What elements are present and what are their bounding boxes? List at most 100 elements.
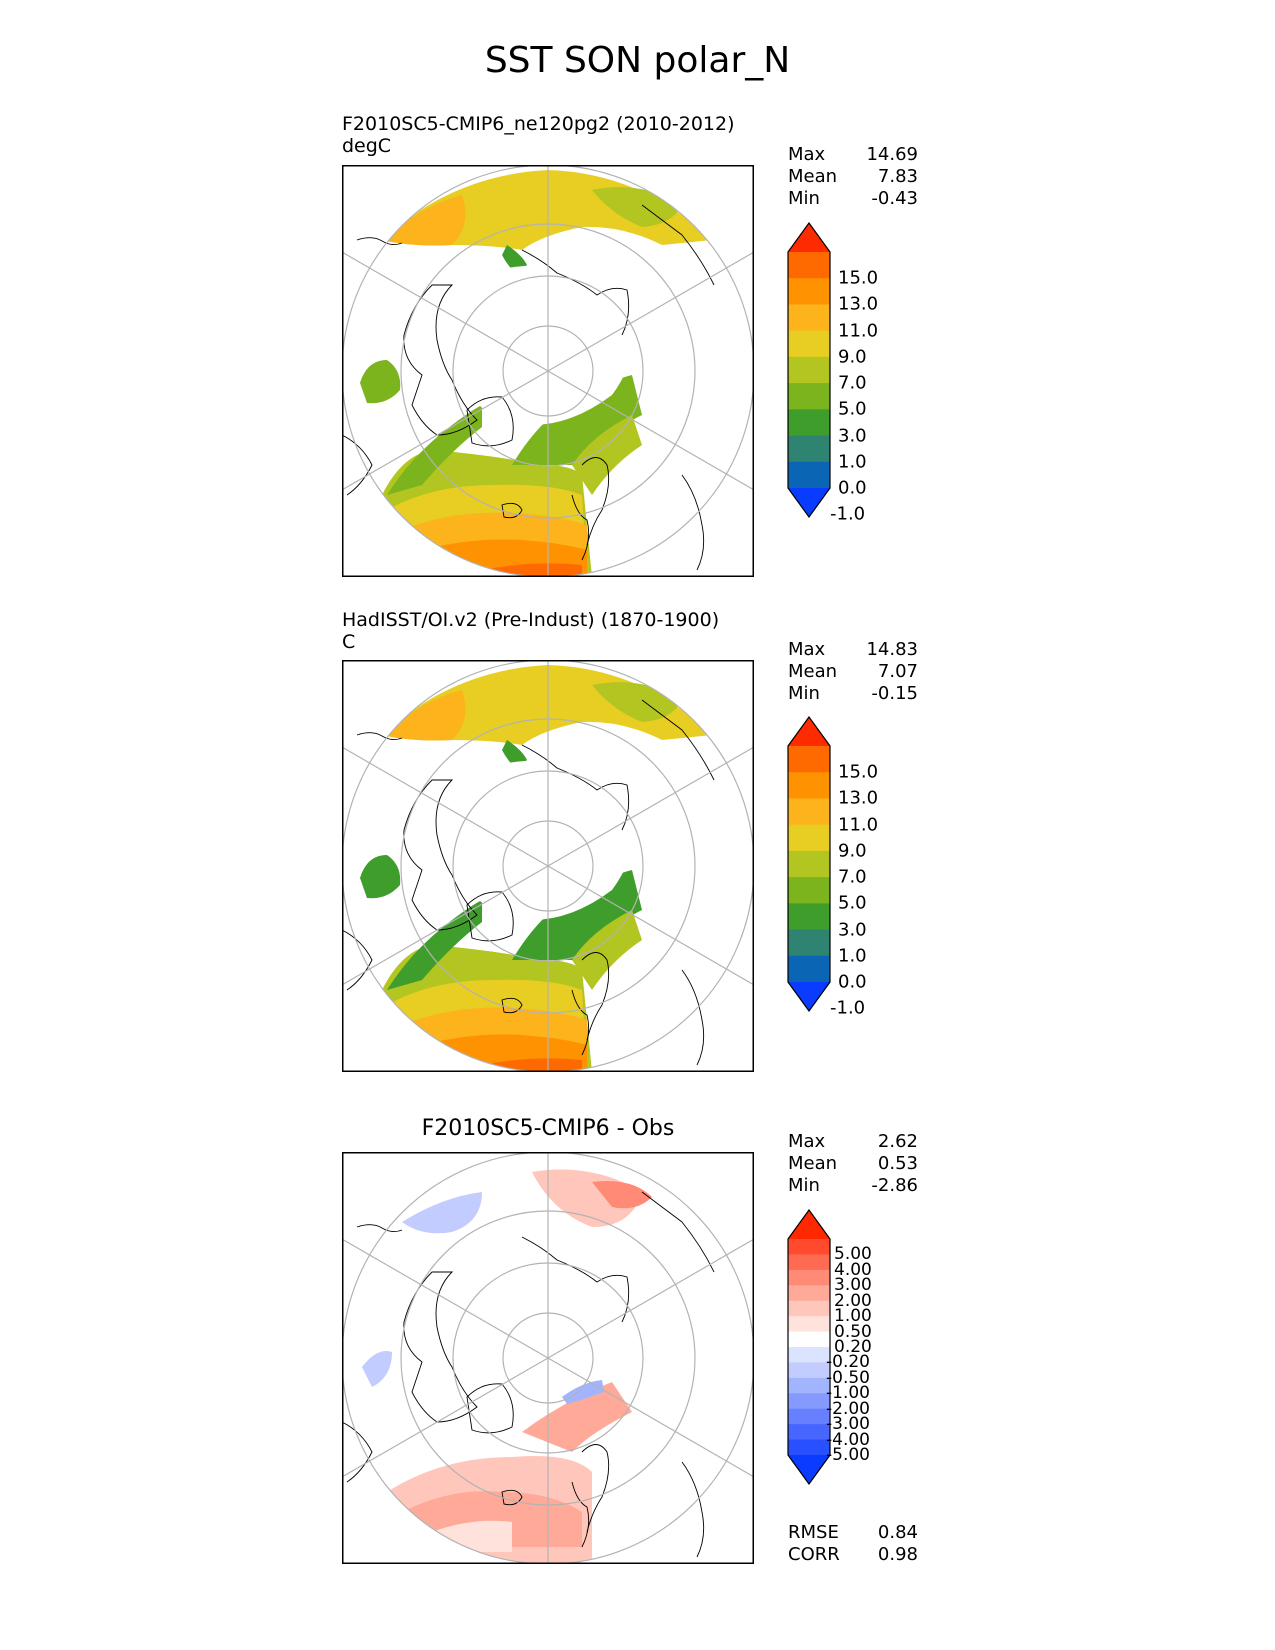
colorbar-segment [788, 1393, 830, 1410]
colorbar-segment [788, 1254, 830, 1271]
colorbar-top-extend [788, 717, 830, 746]
map-frame [342, 165, 754, 577]
colorbar-segment [788, 1269, 830, 1286]
panel-3-stats: Max 2.62 Mean 0.53 Min -2.86 [788, 1131, 918, 1197]
sst-hudson-bay [360, 855, 401, 899]
colorbar-segment [788, 1331, 830, 1348]
colorbar-segment [788, 1239, 830, 1255]
panel-1-units: degC [342, 135, 392, 157]
colorbar-segment [788, 1377, 830, 1394]
stat-mean: Mean 0.53 [788, 1153, 918, 1174]
panel-1-colorbar [787, 222, 831, 518]
colorbar-bottom-extend [788, 1455, 830, 1484]
panel-2-title-line1: HadISST/OI.v2 (Pre-Indust) (1870-1900) [342, 609, 720, 631]
diff-barents [522, 1382, 632, 1452]
sst-norwegian [572, 910, 642, 990]
colorbar-segment [788, 850, 830, 878]
panel-2-map [342, 660, 754, 1072]
coastline [342, 1421, 373, 1483]
panel-3-map [342, 1152, 754, 1564]
coastline [356, 237, 403, 246]
sst-barents [512, 375, 642, 465]
colorbar-segment [788, 798, 830, 826]
colorbar-segment [788, 383, 830, 410]
map-frame [342, 660, 754, 1072]
longitude-line [547, 251, 754, 372]
colorbar-segment [788, 955, 830, 983]
coastline [581, 952, 610, 1041]
longitude-line [342, 1357, 549, 1478]
coastline [466, 891, 514, 942]
coastline [571, 1481, 590, 1548]
colorbar-segment [788, 1408, 830, 1425]
colorbar-segment [788, 1300, 830, 1317]
coastline [501, 502, 523, 519]
colorbar-segment [788, 1424, 830, 1441]
coastline [641, 204, 715, 286]
panel-2-colorbar [787, 716, 831, 1012]
arctic-ice-mask [448, 760, 635, 920]
sst-hudson-bay [360, 360, 401, 404]
colorbar-bottom-extend [788, 488, 830, 517]
longitude-line [342, 251, 549, 372]
longitude-line [547, 370, 754, 491]
stat-min: Min -0.15 [788, 683, 918, 704]
coastline [403, 284, 478, 436]
colorbar-segment [788, 330, 830, 358]
sst-gulf-alaska [382, 690, 466, 741]
diff-pacific-east [402, 1192, 482, 1234]
colorbar-segment [788, 1285, 830, 1302]
coastline [681, 969, 705, 1066]
colorbar-segment [788, 929, 830, 957]
coastline [403, 779, 478, 931]
panel-2-units: C [342, 631, 356, 653]
colorbar-top-extend [788, 223, 830, 252]
longitude-line [547, 746, 754, 867]
colorbar-segment [788, 278, 830, 305]
coastline [356, 1224, 403, 1233]
coastline [571, 989, 590, 1056]
coastline [342, 434, 373, 496]
longitude-line [547, 1357, 754, 1478]
colorbar-segment [788, 772, 830, 799]
coastline [466, 1383, 514, 1434]
stat-mean: Mean 7.83 [788, 166, 918, 187]
coastline [501, 1489, 523, 1506]
panel-1-stats: Max 14.69 Mean 7.83 Min -0.43 [788, 144, 918, 210]
colorbar-segment [788, 877, 830, 904]
colorbar-segment [788, 903, 830, 931]
coastline [641, 699, 715, 781]
panel-1-title-line1: F2010SC5-CMIP6_ne120pg2 (2010-2012) [342, 113, 735, 135]
panel-1-title: F2010SC5-CMIP6_ne120pg2 (2010-2012) degC [342, 113, 735, 157]
coastline [521, 1236, 630, 1323]
metric-rmse: RMSE 0.84 [788, 1522, 918, 1543]
stat-max: Max 2.62 [788, 1131, 918, 1152]
sst-labrador [387, 405, 482, 495]
stat-mean: Mean 7.07 [788, 661, 918, 682]
colorbar-segment [788, 435, 830, 463]
panel-1-map [342, 165, 754, 577]
colorbar-segment [788, 356, 830, 384]
longitude-line [342, 1238, 549, 1359]
stat-min: Min -0.43 [788, 188, 918, 209]
panel-3-title: F2010SC5-CMIP6 - Obs [421, 1116, 675, 1141]
colorbar-segment [788, 409, 830, 437]
colorbar-tick-label: -1.0 [830, 997, 866, 1019]
stat-max: Max 14.69 [788, 144, 918, 165]
diff-kara [562, 1380, 604, 1404]
graticule [342, 660, 754, 1072]
colorbar-segment [788, 1362, 830, 1379]
coastline [571, 494, 590, 561]
colorbar-segment [788, 304, 830, 332]
longitude-line [547, 1238, 754, 1359]
colorbar-segment [788, 746, 830, 773]
colorbar-bottom-extend [788, 982, 830, 1011]
colorbar-tick-label: -1.0 [830, 503, 866, 525]
longitude-line [342, 746, 549, 867]
colorbar-segment [788, 461, 830, 489]
coastline [403, 1271, 478, 1423]
colorbar-segment [788, 252, 830, 279]
metric-corr: CORR 0.98 [788, 1544, 918, 1565]
colorbar-segment [788, 1439, 830, 1456]
longitude-line [342, 370, 549, 491]
